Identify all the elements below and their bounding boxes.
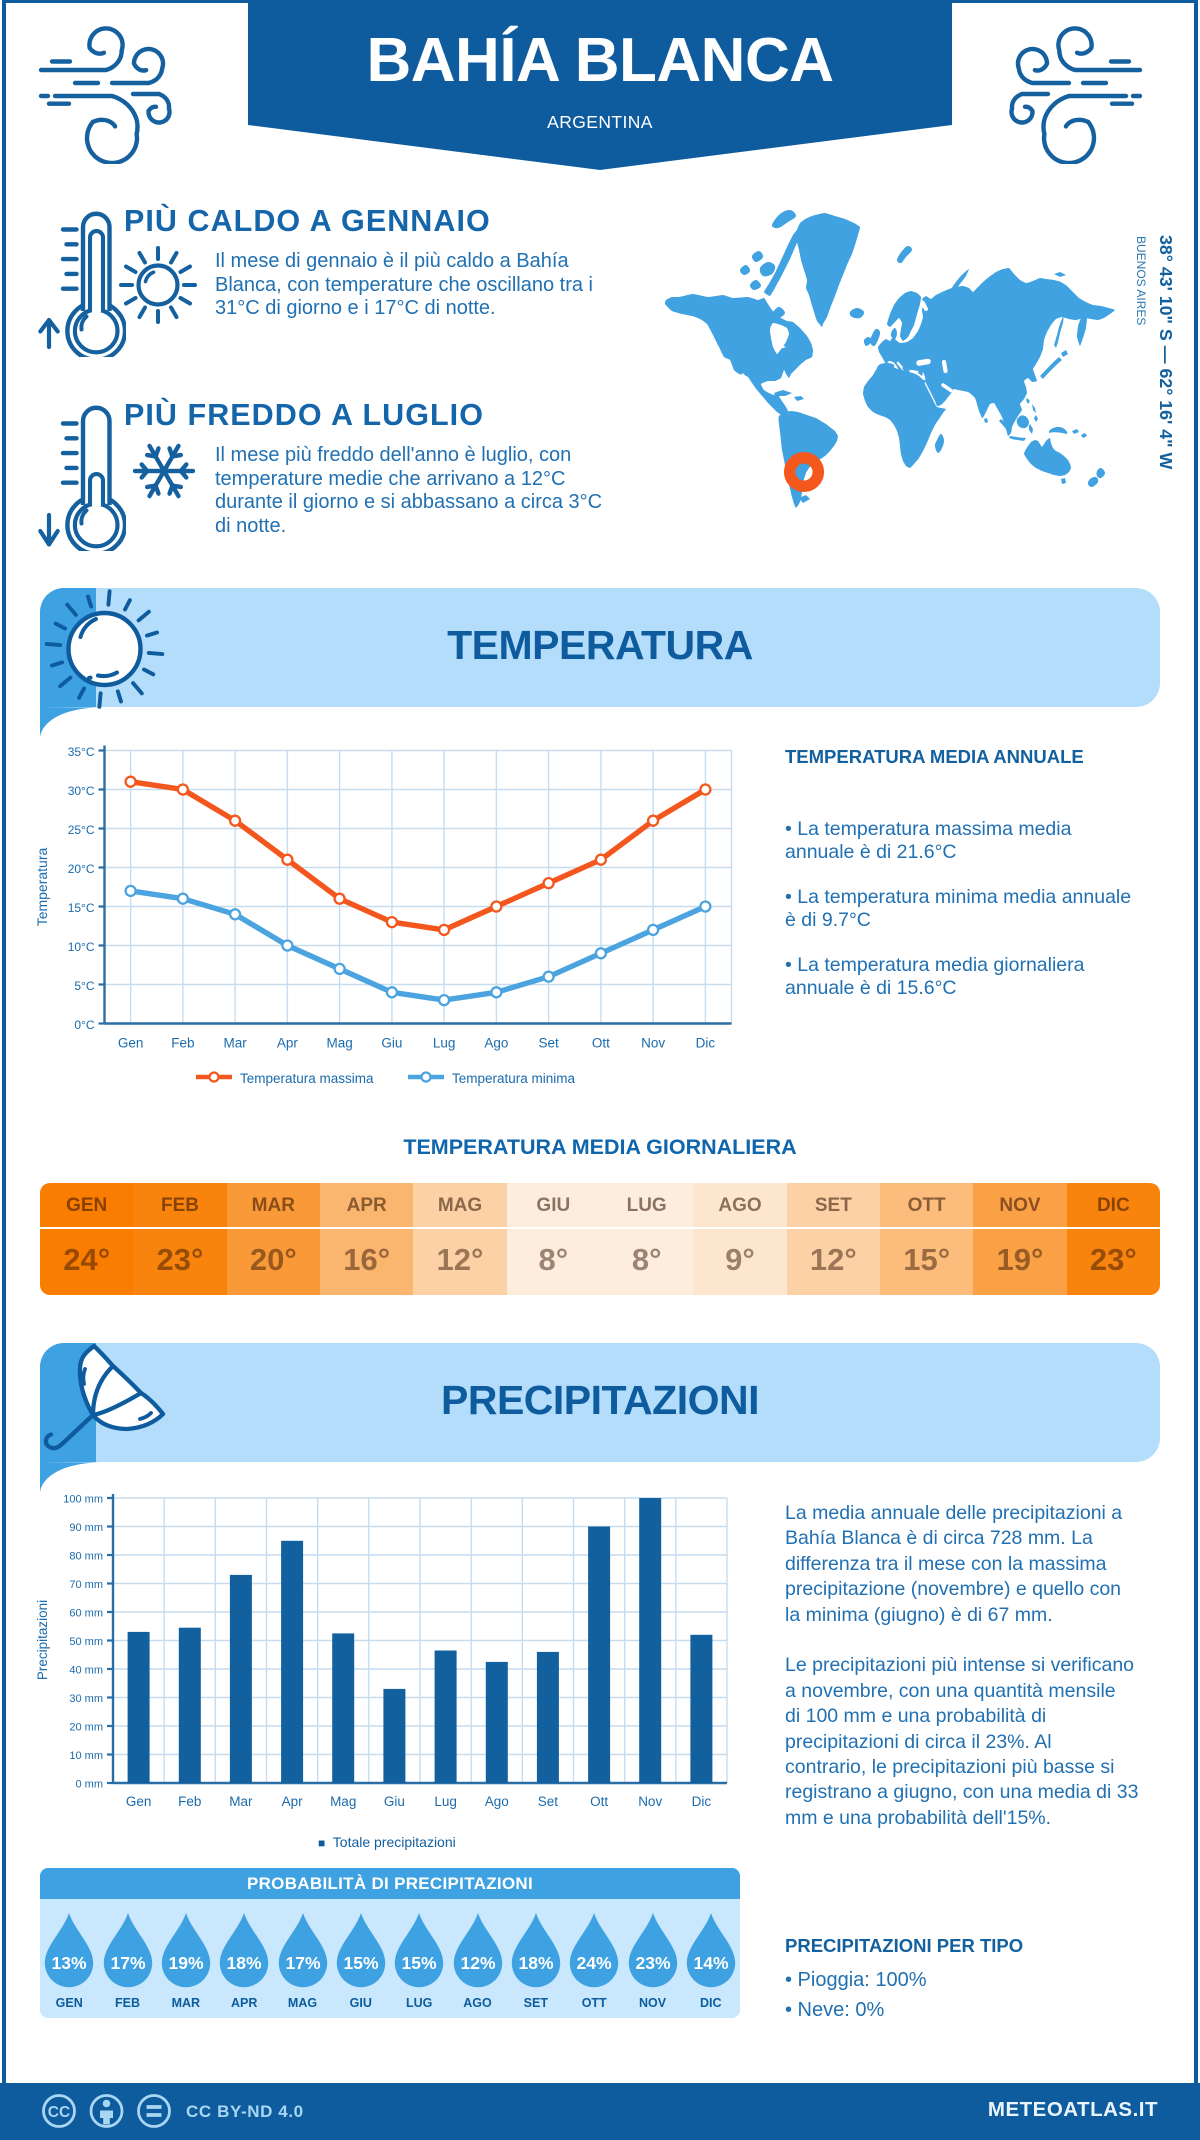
svg-text:Temperatura: Temperatura bbox=[34, 847, 50, 926]
svg-text:90 mm: 90 mm bbox=[69, 1522, 103, 1534]
svg-text:Giu: Giu bbox=[384, 1794, 405, 1809]
svg-text:Set: Set bbox=[538, 1794, 559, 1809]
svg-text:Mag: Mag bbox=[326, 1036, 352, 1051]
svg-text:18%: 18% bbox=[518, 1953, 553, 1973]
svg-text:23%: 23% bbox=[635, 1953, 670, 1973]
svg-text:19%: 19% bbox=[168, 1953, 203, 1973]
svg-text:20 mm: 20 mm bbox=[69, 1722, 103, 1734]
svg-text:Giu: Giu bbox=[381, 1036, 402, 1051]
svg-text:24%: 24% bbox=[577, 1953, 612, 1973]
svg-text:0 mm: 0 mm bbox=[76, 1779, 104, 1791]
svg-text:Lug: Lug bbox=[434, 1794, 457, 1809]
svg-text:40 mm: 40 mm bbox=[69, 1665, 103, 1677]
svg-text:Mag: Mag bbox=[330, 1794, 356, 1809]
svg-text:18%: 18% bbox=[227, 1953, 262, 1973]
svg-text:Dic: Dic bbox=[696, 1036, 716, 1051]
svg-text:Gen: Gen bbox=[118, 1036, 144, 1051]
svg-text:70 mm: 70 mm bbox=[69, 1579, 103, 1591]
svg-text:25°C: 25°C bbox=[68, 823, 95, 837]
svg-text:Ago: Ago bbox=[484, 1036, 508, 1051]
svg-text:10 mm: 10 mm bbox=[69, 1750, 103, 1762]
svg-text:13%: 13% bbox=[52, 1953, 87, 1973]
svg-text:17%: 17% bbox=[110, 1953, 145, 1973]
svg-text:Set: Set bbox=[538, 1036, 559, 1051]
svg-text:100 mm: 100 mm bbox=[63, 1494, 103, 1506]
svg-text:Temperatura massima: Temperatura massima bbox=[240, 1071, 374, 1086]
svg-text:Lug: Lug bbox=[433, 1036, 456, 1051]
svg-text:35°C: 35°C bbox=[68, 745, 95, 759]
svg-text:Apr: Apr bbox=[277, 1036, 299, 1051]
svg-text:Feb: Feb bbox=[171, 1036, 194, 1051]
svg-text:Dic: Dic bbox=[692, 1794, 712, 1809]
svg-text:12%: 12% bbox=[460, 1953, 495, 1973]
svg-text:10°C: 10°C bbox=[68, 940, 95, 954]
svg-text:80 mm: 80 mm bbox=[69, 1551, 103, 1563]
svg-text:Ago: Ago bbox=[485, 1794, 509, 1809]
svg-text:Ott: Ott bbox=[592, 1036, 610, 1051]
svg-text:17%: 17% bbox=[285, 1953, 320, 1973]
svg-text:5°C: 5°C bbox=[74, 979, 94, 993]
svg-text:50 mm: 50 mm bbox=[69, 1636, 103, 1648]
svg-text:20°C: 20°C bbox=[68, 862, 95, 876]
svg-text:Mar: Mar bbox=[223, 1036, 247, 1051]
svg-text:Feb: Feb bbox=[178, 1794, 201, 1809]
svg-text:Nov: Nov bbox=[638, 1794, 662, 1809]
svg-text:Mar: Mar bbox=[229, 1794, 253, 1809]
svg-text:30 mm: 30 mm bbox=[69, 1693, 103, 1705]
svg-text:60 mm: 60 mm bbox=[69, 1608, 103, 1620]
svg-text:Apr: Apr bbox=[282, 1794, 304, 1809]
svg-text:Temperatura minima: Temperatura minima bbox=[452, 1071, 576, 1086]
svg-text:15%: 15% bbox=[343, 1953, 378, 1973]
svg-text:15%: 15% bbox=[402, 1953, 437, 1973]
svg-text:Nov: Nov bbox=[641, 1036, 665, 1051]
svg-text:30°C: 30°C bbox=[68, 784, 95, 798]
svg-text:14%: 14% bbox=[693, 1953, 728, 1973]
svg-text:Gen: Gen bbox=[126, 1794, 152, 1809]
svg-text:CC: CC bbox=[48, 2104, 70, 2121]
svg-text:15°C: 15°C bbox=[68, 901, 95, 915]
svg-text:Ott: Ott bbox=[590, 1794, 608, 1809]
svg-text:Precipitazioni: Precipitazioni bbox=[35, 1600, 50, 1680]
svg-text:0°C: 0°C bbox=[74, 1018, 94, 1032]
